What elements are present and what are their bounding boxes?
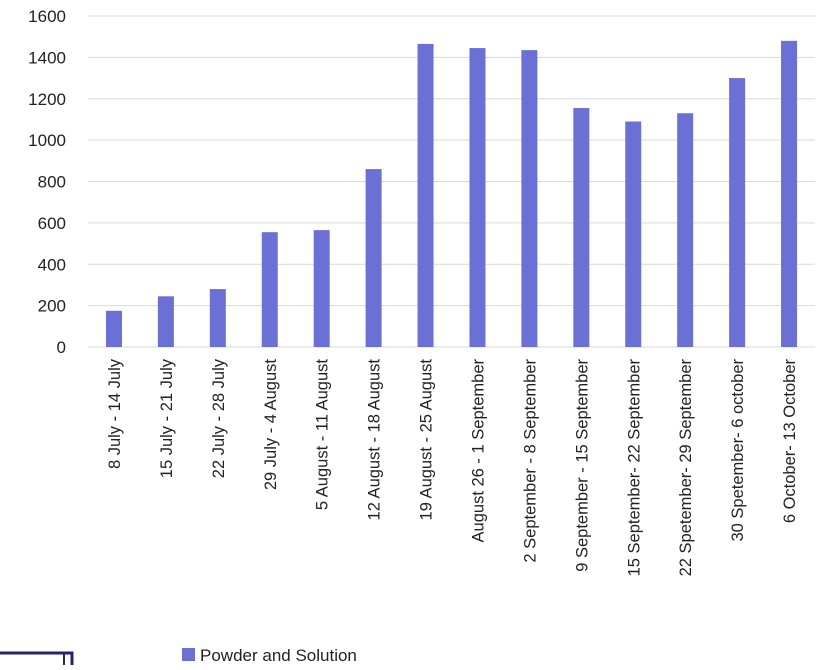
bar — [521, 50, 538, 348]
y-tick-label: 1000 — [28, 131, 66, 150]
x-tick-label: 8 July - 14 July — [106, 358, 124, 469]
y-tick-label: 200 — [38, 297, 66, 316]
bars — [105, 40, 798, 348]
legend-label: Powder and Solution — [200, 646, 357, 665]
bar — [209, 289, 226, 347]
y-tick-label: 600 — [38, 214, 66, 233]
legend-swatch — [182, 648, 195, 661]
bar — [781, 40, 798, 347]
x-tick-label: 29 July - 4 August — [262, 359, 280, 491]
x-tick-label: 9 September - 15 September — [573, 359, 591, 572]
x-tick-label: 15 July - 21 July — [158, 358, 176, 478]
y-tick-label: 400 — [38, 255, 66, 274]
x-axis-ticks: 8 July - 14 July 15 July - 21 July 22 July… — [106, 358, 799, 576]
y-tick-label: 1200 — [28, 90, 66, 109]
bar — [261, 232, 278, 347]
x-tick-label: 6 October- 13 October — [781, 359, 799, 524]
bar — [729, 78, 746, 347]
bar — [625, 121, 642, 347]
bar — [573, 108, 590, 347]
x-tick-label: 15 September- 22 September — [625, 359, 643, 577]
bar — [469, 48, 486, 348]
x-tick-label: August 26 - 1 September — [469, 359, 487, 543]
y-tick-label: 800 — [38, 173, 66, 192]
bar — [417, 43, 434, 347]
x-tick-label: 30 Spetember- 6 october — [729, 359, 747, 542]
bar — [313, 230, 330, 347]
logo-fragment — [0, 651, 74, 665]
gridlines — [88, 15, 815, 348]
x-tick-label: 12 August - 18 August — [366, 359, 384, 521]
x-tick-label: 19 August - 25 August — [418, 359, 436, 521]
y-tick-label: 1600 — [28, 7, 66, 26]
legend: Powder and Solution — [182, 646, 357, 665]
x-tick-label: 2 September - 8 September — [521, 358, 539, 562]
x-tick-label: 22 July - 28 July — [210, 358, 228, 478]
bar — [105, 310, 122, 347]
bar — [157, 296, 174, 347]
bar — [365, 169, 382, 347]
x-tick-label: 5 August - 11 August — [314, 359, 332, 510]
y-tick-label: 1400 — [28, 48, 66, 67]
bar — [677, 113, 694, 347]
x-tick-label: 22 Spetember- 29 September — [677, 359, 695, 577]
y-axis-ticks: 0 200 400 600 800 1000 1200 1400 1600 — [28, 7, 66, 357]
y-tick-label: 0 — [57, 338, 66, 357]
